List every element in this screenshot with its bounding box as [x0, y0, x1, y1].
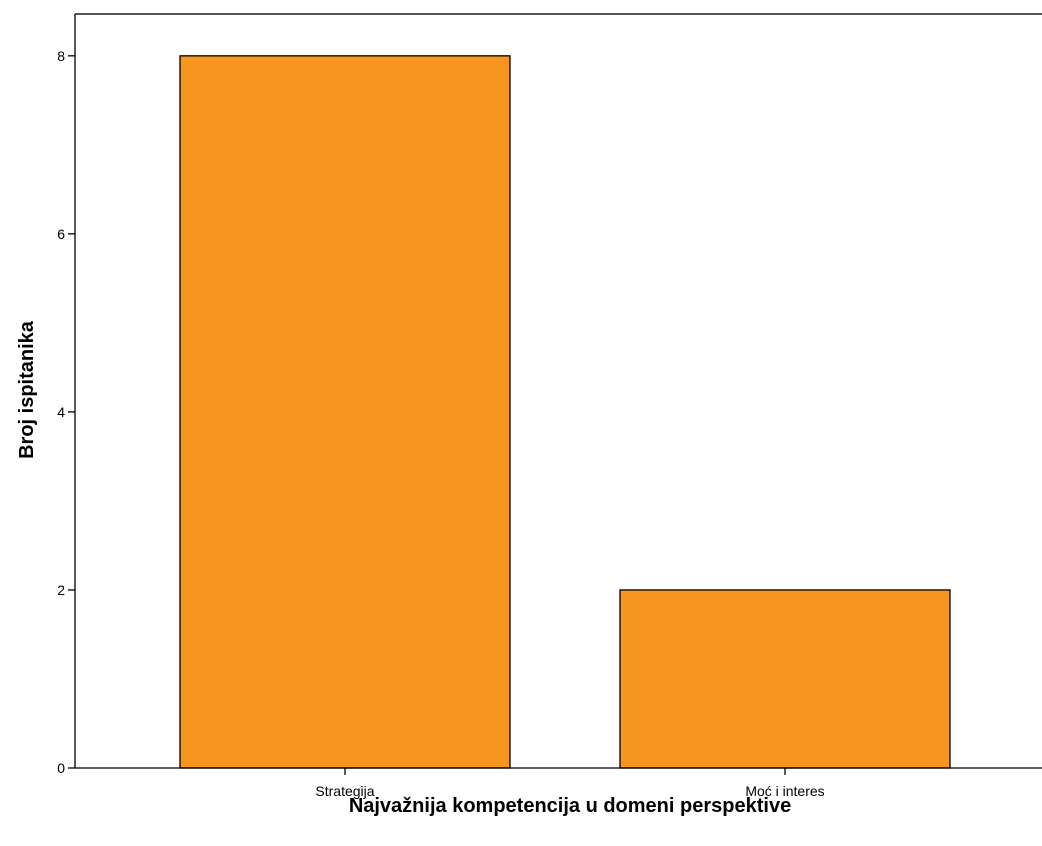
x-tick-label: Strategija: [315, 783, 374, 799]
y-tick-label: 4: [57, 404, 65, 420]
bar-strategija: [179, 55, 511, 769]
x-tick-label: Moć i interes: [745, 783, 824, 799]
y-tick-label: 8: [57, 48, 65, 64]
y-axis-title: Broj ispitanika: [16, 320, 38, 459]
y-tick-label: 2: [57, 582, 65, 598]
y-tick-label: 6: [57, 226, 65, 242]
y-tick-label: 0: [57, 760, 65, 776]
bars: [179, 55, 951, 769]
bar-mo-i-interes: [619, 589, 951, 769]
axes: 0 2 4 6 8 Strategija Moć i interes: [57, 14, 1042, 799]
x-axis-title: Najvažnija kompetencija u domeni perspek…: [349, 795, 791, 817]
